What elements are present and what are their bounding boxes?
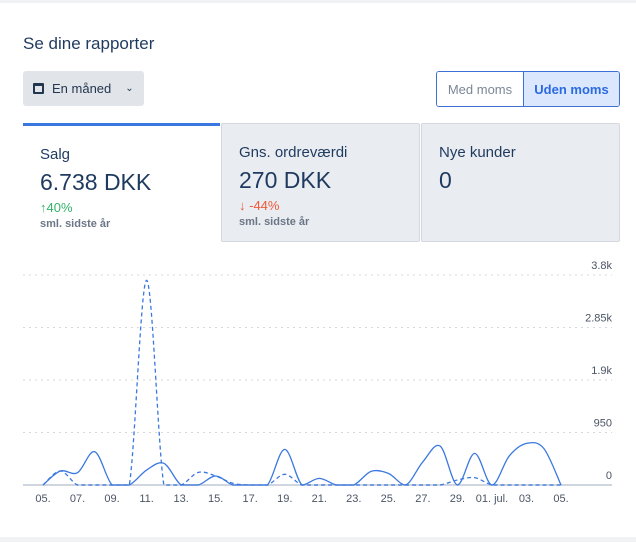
tile-compare: sml. sidste år — [239, 216, 310, 228]
y-tick-label: 1.9k — [591, 365, 612, 377]
tile-change: 40% — [46, 200, 73, 215]
y-tick-label: 3.8k — [591, 260, 612, 272]
period-dropdown[interactable]: En måned ⌄ — [23, 71, 144, 106]
without-vat-button[interactable]: Uden moms — [524, 72, 619, 106]
tile-compare: sml. sidste år — [40, 218, 111, 230]
x-tick-label: 21. — [312, 493, 327, 505]
period-label: En måned — [52, 81, 112, 96]
tile-value: 6.738 DKK — [40, 169, 152, 195]
x-tick-label: 27. — [415, 493, 430, 505]
arrow-down-icon: ↓ — [239, 198, 246, 213]
chevron-down-icon: ⌄ — [125, 83, 134, 94]
x-tick-label: 23. — [346, 493, 361, 505]
tile-label: Gns. ordreværdi — [239, 144, 348, 161]
x-tick-label: 15. — [208, 493, 223, 505]
calendar-icon — [33, 83, 44, 94]
x-tick-label: 05. — [35, 493, 50, 505]
tile-label: Salg — [40, 146, 71, 163]
x-tick-label: 05. — [553, 493, 568, 505]
with-vat-button[interactable]: Med moms — [437, 72, 524, 106]
x-tick-label: 09. — [104, 493, 119, 505]
x-tick-label: 19. — [277, 493, 292, 505]
sales-chart: 0 950 1.9k 2.85k 3.8k 05. 07. 09. 11. 13. 15. 17. 19… — [23, 260, 612, 505]
page-title: Se dine rapporter — [23, 34, 155, 53]
x-tick-label: 13. — [173, 493, 188, 505]
tile-change: -44% — [249, 198, 280, 213]
y-tick-label: 2.85k — [585, 313, 612, 325]
tile-sales[interactable]: Salg 6.738 DKK ↑40% sml. sidste år — [23, 123, 220, 242]
x-tick-label: 29. — [450, 493, 465, 505]
tile-new-customers[interactable]: Nye kunder 0 — [421, 123, 620, 242]
arrow-up-icon: ↑ — [40, 200, 47, 215]
y-tick-label: 950 — [594, 418, 612, 430]
y-tick-label: 0 — [606, 470, 612, 482]
tile-value: 270 DKK — [239, 167, 332, 193]
series-line-current — [42, 441, 562, 486]
tile-avg-order[interactable]: Gns. ordreværdi 270 DKK ↓ -44% sml. sids… — [221, 123, 420, 242]
x-tick-label: 11. — [139, 493, 153, 505]
tile-value: 0 — [439, 167, 452, 193]
x-tick-label: 25. — [381, 493, 396, 505]
tile-label: Nye kunder — [439, 144, 516, 161]
x-tick-label: 01. jul. — [476, 493, 508, 505]
vat-toggle: Med moms Uden moms — [436, 71, 620, 107]
x-tick-label: 07. — [70, 493, 85, 505]
x-tick-label: 03. — [519, 493, 534, 505]
x-tick-label: 17. — [243, 493, 258, 505]
reports-card: Se dine rapporter En måned ⌄ Med moms Ud… — [0, 3, 636, 537]
series-line-previous-year — [42, 279, 561, 486]
